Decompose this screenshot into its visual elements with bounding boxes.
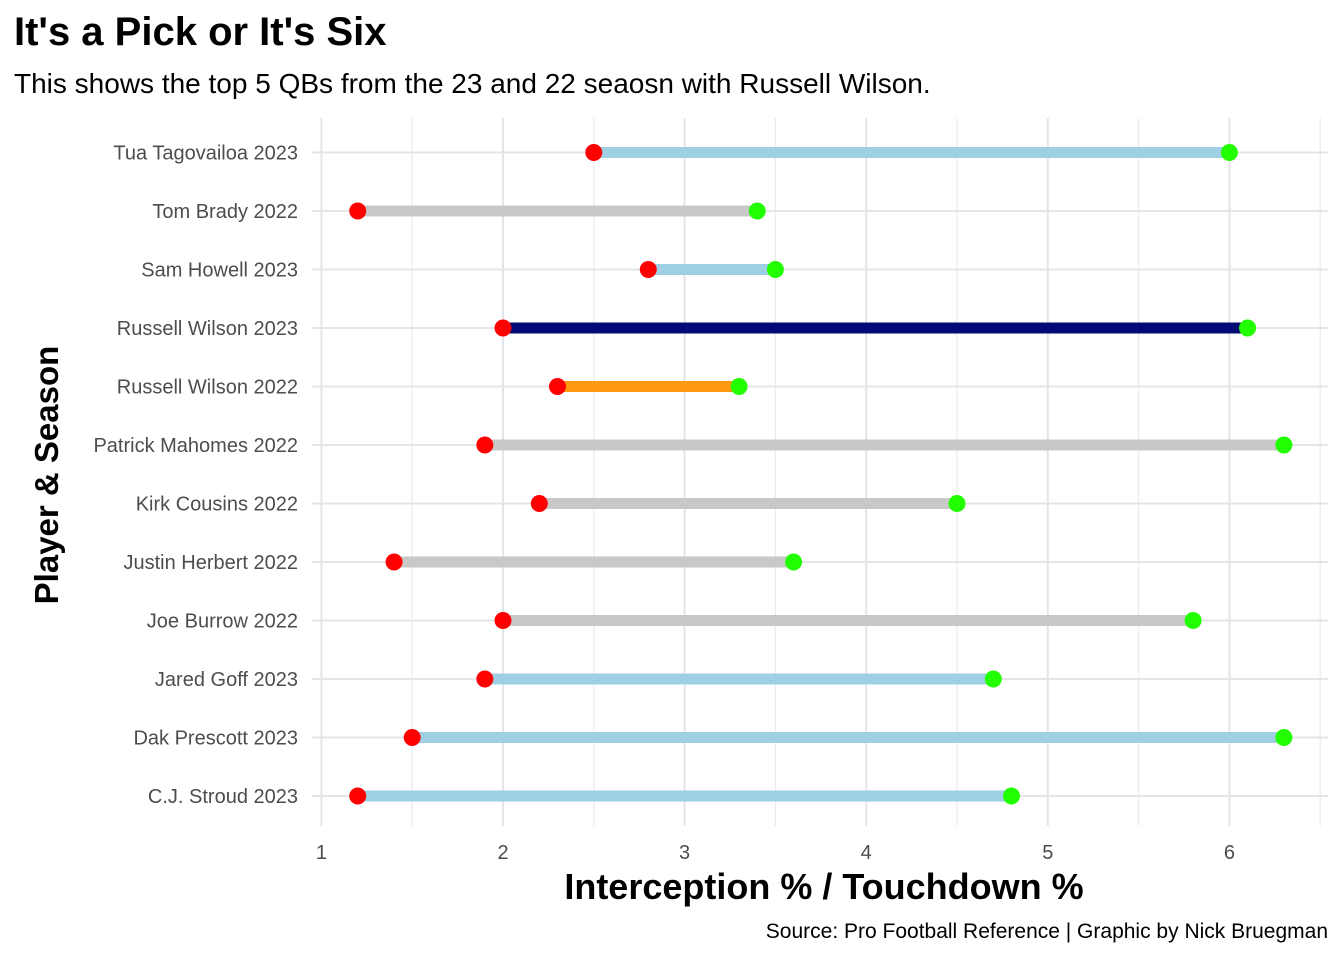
grid-minor bbox=[411, 118, 1321, 826]
int-point bbox=[494, 612, 512, 629]
int-point bbox=[403, 729, 421, 746]
int-point bbox=[476, 670, 494, 688]
int-point bbox=[476, 436, 494, 454]
points bbox=[349, 144, 1293, 805]
chart-subtitle: This shows the top 5 QBs from the 23 and… bbox=[14, 68, 931, 99]
x-tick-label: 2 bbox=[497, 842, 508, 864]
td-point bbox=[1275, 729, 1293, 746]
td-point bbox=[1184, 612, 1202, 629]
int-point bbox=[548, 378, 566, 395]
segments bbox=[357, 147, 1284, 802]
td-point bbox=[1002, 787, 1020, 805]
grid-major bbox=[312, 118, 1328, 826]
x-tick-label: 5 bbox=[1042, 842, 1053, 864]
y-tick-label: C.J. Stroud 2023 bbox=[148, 786, 298, 808]
y-tick-labels: Tua Tagovailoa 2023 Tom Brady 2022 Sam How… bbox=[93, 143, 298, 809]
x-tick-label: 6 bbox=[1224, 842, 1235, 864]
td-point bbox=[766, 261, 784, 278]
y-tick-label: Justin Herbert 2022 bbox=[123, 552, 298, 574]
int-point bbox=[494, 319, 512, 337]
y-tick-label: Joe Burrow 2022 bbox=[147, 611, 298, 633]
int-point bbox=[349, 202, 367, 220]
int-point bbox=[349, 787, 367, 805]
int-point bbox=[585, 144, 603, 161]
td-point bbox=[1275, 436, 1293, 454]
x-tick-labels: 1 2 3 4 5 6 bbox=[316, 842, 1235, 864]
x-tick-label: 4 bbox=[861, 842, 872, 864]
td-point bbox=[948, 495, 966, 512]
y-tick-label: Russell Wilson 2023 bbox=[117, 318, 298, 340]
int-point bbox=[530, 495, 548, 512]
int-point bbox=[639, 261, 657, 278]
x-tick-label: 3 bbox=[679, 842, 690, 864]
td-point bbox=[1239, 319, 1257, 337]
chart-title: It's a Pick or It's Six bbox=[14, 10, 387, 54]
y-tick-label: Patrick Mahomes 2022 bbox=[93, 435, 298, 457]
y-tick-label: Russell Wilson 2022 bbox=[117, 377, 298, 399]
td-point bbox=[1220, 144, 1238, 161]
y-tick-label: Sam Howell 2023 bbox=[141, 260, 298, 282]
y-tick-label: Jared Goff 2023 bbox=[155, 669, 298, 691]
td-point bbox=[984, 670, 1002, 688]
td-point bbox=[748, 202, 766, 220]
x-axis-label: Interception % / Touchdown % bbox=[564, 866, 1084, 907]
td-point bbox=[785, 553, 803, 571]
y-tick-label: Kirk Cousins 2022 bbox=[136, 494, 298, 516]
y-tick-label: Tua Tagovailoa 2023 bbox=[113, 143, 298, 165]
chart-caption: Source: Pro Football Reference | Graphic… bbox=[765, 920, 1328, 943]
td-point bbox=[730, 378, 748, 395]
x-tick-label: 1 bbox=[316, 842, 327, 864]
y-tick-label: Dak Prescott 2023 bbox=[133, 728, 298, 750]
y-tick-label: Tom Brady 2022 bbox=[152, 201, 298, 223]
int-point bbox=[385, 553, 403, 571]
